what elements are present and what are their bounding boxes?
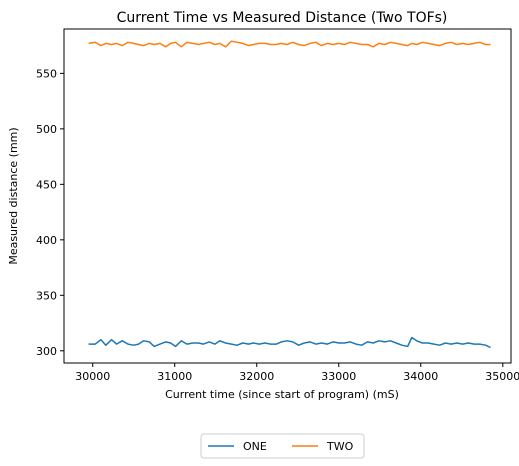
- x-tick-label: 30000: [75, 370, 110, 383]
- y-tick-label: 350: [36, 289, 57, 302]
- series-line-one: [88, 336, 491, 349]
- y-tick-label: 550: [36, 67, 57, 80]
- plot-frame: [63, 28, 512, 364]
- series-layer: [88, 40, 491, 349]
- x-tick-label: 33000: [321, 370, 356, 383]
- chart-title: Current Time vs Measured Distance (Two T…: [117, 10, 448, 26]
- x-tick-label: 34000: [403, 370, 438, 383]
- x-tick-label: 35000: [485, 370, 519, 383]
- y-tick-label: 450: [36, 178, 57, 191]
- y-tick-label: 400: [36, 234, 57, 247]
- x-tick-label: 31000: [157, 370, 192, 383]
- x-axis-label: Current time (since start of program) (m…: [165, 388, 399, 401]
- legend: ONE TWO: [200, 433, 365, 459]
- series-line-two: [88, 40, 491, 48]
- x-axis: 30000 31000 32000 33000 34000 35000: [75, 363, 519, 383]
- y-tick-label: 500: [36, 123, 57, 136]
- x-tick-label: 32000: [239, 370, 274, 383]
- y-axis: 300 350 400 450 500 550: [36, 67, 64, 358]
- legend-box: [200, 433, 365, 459]
- legend-label-two: TWO: [326, 440, 354, 453]
- y-axis-label: Measured distance (mm): [7, 127, 20, 264]
- plot-area: [63, 28, 512, 364]
- legend-label-one: ONE: [243, 440, 267, 453]
- y-tick-label: 300: [36, 345, 57, 358]
